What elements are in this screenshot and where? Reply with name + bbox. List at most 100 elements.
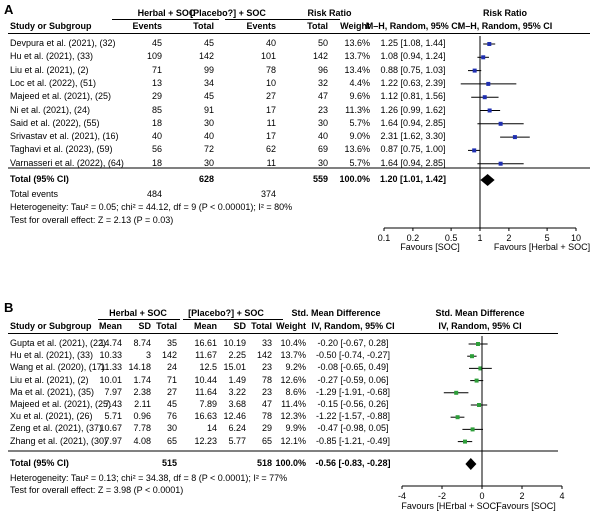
panel-label: A [4,2,14,17]
study-name: Ni et al. (2021), (24) [10,104,91,115]
point-estimate [472,148,477,153]
point-estimate [481,55,486,60]
mean2-cell: 11.64 [195,386,217,397]
effect-header: Risk Ratio [307,8,352,18]
ci-cell: 1.12 [0.81, 1.56] [380,91,446,102]
total2-cell: 29 [261,423,272,434]
point-estimate [498,121,503,126]
sd1-cell: 2.11 [134,399,151,409]
effect-header: Std. Mean Difference [291,308,381,318]
pooled-diamond [480,174,495,186]
favours-right: Favours [SOC] [496,501,556,511]
events1-cell: 29 [151,91,162,102]
ci-cell: 2.31 [1.62, 3.30] [380,131,446,142]
events2-cell: 78 [265,64,276,75]
x-tick-label: 0.1 [378,233,391,243]
group1-header: Herbal + SOC [109,308,167,318]
mean1-cell: 10.33 [99,350,122,361]
favours-left: Favours [SOC] [400,242,460,252]
mean1-cell: 11.33 [100,362,122,373]
forest-plot-b: -4 -2 0 2 4 [8,336,565,501]
total2-cell: 23 [261,362,272,373]
mean1-cell: 7.43 [104,399,122,409]
sd1-cell: 4.08 [133,435,151,446]
weight-cell: 11.3% [345,104,370,115]
heterogeneity-text: Heterogeneity: Tau² = 0.13; chi² = 34.38… [10,473,288,483]
study-name: Said et al. (2022), (55) [10,117,100,128]
forest-plot-a: 0.1 0.2 0.5 1 2 5 10 [8,36,590,243]
total1-cell: 142 [161,350,177,361]
ci-cell: -0.47 [-0.98, 0.05] [317,423,389,434]
study-name: Hu et al. (2021), (33) [10,350,94,361]
panel-a: A Herbal + SOC [Placebo?] + SOC Risk Rat… [4,2,590,252]
plot-method: IV, Random, 95% CI [438,321,522,331]
events1-cell: 40 [151,131,162,142]
point-estimate [463,439,467,444]
study-name: Varnasseri et al. (2022), (64) [10,157,124,168]
total-ci: 1.20 [1.01, 1.42] [379,174,447,184]
study-name: Zhang et al. (2021), (30) [10,435,108,446]
total2-cell: 50 [317,38,328,48]
point-estimate [455,415,460,420]
events2-cell: 11 [266,117,276,128]
study-col-header: Study or Subgroup [10,321,92,331]
x-tick-label: 0 [479,491,484,501]
x-tick-label: 0.5 [445,233,458,243]
sd2-cell: 5.77 [228,435,246,446]
point-estimate [487,42,492,46]
mean2-cell: 7.89 [199,399,217,409]
ci-cell: 1.08 [0.94, 1.24] [380,51,446,62]
point-estimate [486,81,491,86]
weight-header: Weight [276,321,306,331]
ci-cell: 0.88 [0.75, 1.03] [380,64,446,75]
study-name: Taghavi et al. (2023), (59) [10,144,113,155]
effect-method-header: IV, Random, 95% CI [311,321,395,331]
weight-cell: 5.7% [349,157,370,168]
point-estimate [487,108,492,113]
total-events1: 484 [146,189,162,199]
total2-cell: 32 [317,77,328,88]
total1-header: Total [193,21,214,31]
mean1-cell: 7.97 [104,386,122,397]
sd2-cell: 10.19 [223,338,246,348]
sd1-cell: 1.74 [133,374,151,385]
point-estimate [478,366,483,371]
sd2-cell: 1.49 [228,374,246,385]
mean1-cell: 14.74 [99,338,122,348]
total1-cell: 45 [166,399,177,409]
x-tick-label: 2 [506,233,511,243]
point-estimate [454,390,459,395]
total2-header: Total [251,321,272,331]
group2-header: [Placebo?] + SOC [188,308,264,318]
weight-cell: 9.6% [349,91,370,102]
total2-cell: 69 [317,144,328,155]
mean2-cell: 16.61 [194,338,217,348]
point-estimate [482,95,487,100]
panel-b: B Herbal + SOC [Placebo?] + SOC Std. Mea… [0,298,600,521]
group2-header: [Placebo?] + SOC [190,8,266,18]
x-tick-label: 10 [571,233,581,243]
point-estimate [477,403,481,407]
total2-cell: 78 [261,411,272,422]
sd2-cell: 2.25 [228,350,246,361]
sd1-cell: 0.96 [133,411,151,422]
x-tick-label: 5 [545,233,550,243]
study-name: Loc et al. (2022), (51) [10,77,97,88]
ci-cell: -0.08 [-0.65, 0.49] [317,362,389,373]
total1-cell: 30 [203,117,214,128]
ci-cell: 1.64 [0.94, 2.85] [380,117,446,128]
study-name: Gupta et al. (2021), (22) [10,338,107,348]
total-n1: 515 [161,458,177,468]
study-name: Majeed et al. (2021), (25) [10,91,112,102]
events1-cell: 109 [146,51,162,62]
total2-cell: 30 [317,157,328,168]
events1-cell: 56 [151,144,162,155]
weight-cell: 9.0% [349,131,370,142]
mean2-cell: 12.5 [199,362,217,373]
study-name: Liu et al. (2021), (2) [10,64,89,75]
total1-cell: 76 [166,411,177,422]
events2-cell: 62 [265,144,276,155]
ci-cell: -0.85 [-1.21, -0.49] [315,435,391,446]
study-name: Wang et al. (2020), (17) [10,362,105,373]
sd2-cell: 3.22 [228,386,246,397]
